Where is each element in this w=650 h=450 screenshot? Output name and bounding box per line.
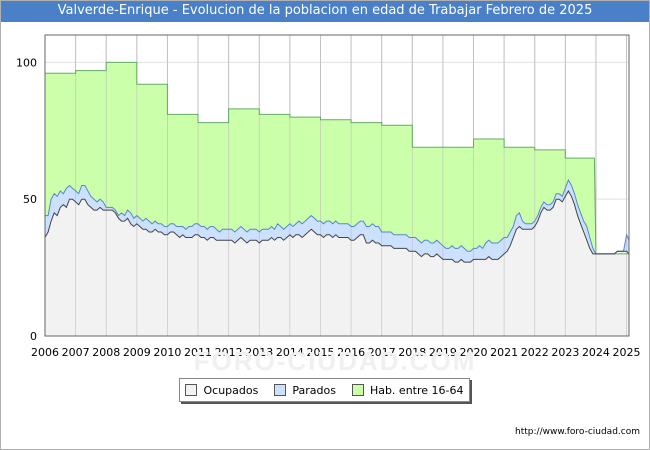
y-tick-label-100: 100 <box>16 56 37 69</box>
x-tick-label-2021: 2021 <box>490 346 518 359</box>
legend: Ocupados Parados Hab. entre 16-64 <box>179 378 470 402</box>
x-tick-label-2012: 2012 <box>215 346 243 359</box>
legend-label-parados: Parados <box>292 383 336 397</box>
x-tick-label-2013: 2013 <box>245 346 273 359</box>
legend-label-ocupados: Ocupados <box>203 383 259 397</box>
line-parados <box>45 178 630 255</box>
x-tick-label-2023: 2023 <box>551 346 579 359</box>
plot-border <box>44 34 630 337</box>
x-tick-label-2018: 2018 <box>398 346 426 359</box>
line-hab-entre-16-64 <box>45 61 629 255</box>
legend-item-ocupados: Ocupados <box>185 384 258 397</box>
x-tick-label-2024: 2024 <box>582 346 610 359</box>
x-tick-label-2011: 2011 <box>184 346 212 359</box>
legend-label-hab: Hab. entre 16-64 <box>369 383 464 397</box>
legend-swatch-hab <box>351 384 364 396</box>
x-tick-label-2022: 2022 <box>521 346 549 359</box>
y-tick-label-50: 50 <box>23 193 37 206</box>
x-tick-label-2019: 2019 <box>429 346 457 359</box>
legend-swatch-ocupados <box>185 384 198 396</box>
x-tick-label-2020: 2020 <box>460 346 488 359</box>
x-tick-label-2007: 2007 <box>62 346 90 359</box>
x-tick-label-2008: 2008 <box>92 346 120 359</box>
legend-item-parados: Parados <box>274 384 336 397</box>
x-tick-label-2016: 2016 <box>337 346 365 359</box>
x-tick-label-2009: 2009 <box>123 346 151 359</box>
legend-swatch-parados <box>274 384 287 396</box>
line-ocupados <box>44 189 630 263</box>
x-tick-label-2014: 2014 <box>276 346 304 359</box>
footer-url: http://www.foro-ciudad.com <box>515 427 640 437</box>
legend-item-hab: Hab. entre 16-64 <box>351 383 464 397</box>
x-tick-label-2015: 2015 <box>306 346 334 359</box>
x-tick-label-2006: 2006 <box>31 346 59 359</box>
x-tick-label-2025: 2025 <box>613 346 641 359</box>
y-tick-label-0: 0 <box>30 330 37 343</box>
x-tick-label-2010: 2010 <box>153 346 181 359</box>
chart-title: Valverde-Enrique - Evolucion de la pobla… <box>0 0 650 22</box>
area-ocupados <box>45 191 629 336</box>
watermark: FORO-CIUDAD.COM <box>194 346 477 376</box>
x-tick-label-2017: 2017 <box>368 346 396 359</box>
